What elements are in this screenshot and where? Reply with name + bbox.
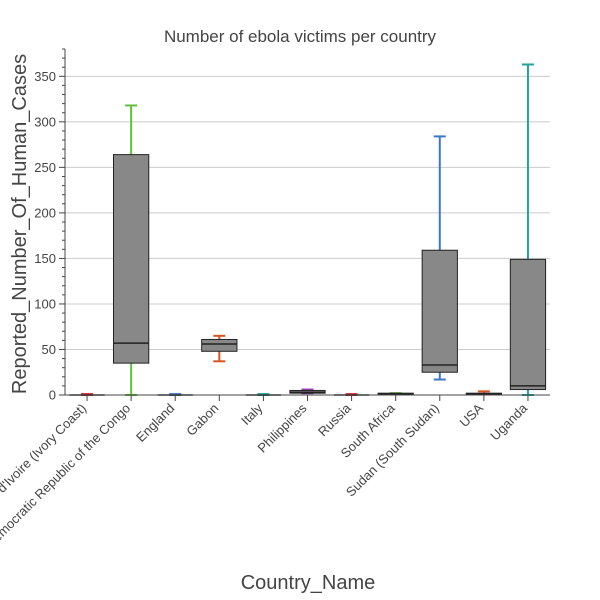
box-group (289, 388, 326, 395)
box-body (113, 154, 150, 364)
box-body (509, 258, 547, 391)
box-group (421, 135, 458, 381)
y-tick-label: 50 (42, 342, 56, 357)
y-tick-label: 200 (34, 205, 56, 220)
x-tick-label: Gabon (183, 401, 221, 439)
x-axis-label: Country_Name (241, 572, 376, 594)
box-group (509, 63, 547, 396)
x-tick-label: Italy (238, 400, 266, 428)
y-tick-label: 250 (34, 160, 56, 175)
y-tick-label: 350 (34, 69, 56, 84)
box-series (69, 63, 547, 396)
chart-title: Number of ebola victims per country (164, 27, 437, 46)
y-tick-label: 150 (34, 251, 56, 266)
box-body (201, 338, 238, 352)
y-axis-label: Reported_Number_Of_Human_Cases (9, 54, 31, 394)
box-group (465, 390, 502, 396)
x-tick-label: Uganda (487, 400, 530, 443)
y-tick-label: 100 (34, 296, 56, 311)
box-group (113, 104, 150, 396)
x-axis-ticks: Côte d'Ivoire (Ivory Coast)Democratic Re… (0, 395, 531, 551)
x-tick-label: USA (456, 400, 486, 430)
y-tick-label: 300 (34, 114, 56, 129)
x-tick-label: Russia (315, 400, 354, 439)
box-group (377, 392, 414, 396)
box-body (421, 249, 458, 373)
y-axis-ticks: 0 50 100 150 200 250 300 350 (34, 48, 65, 403)
box-group (201, 334, 238, 363)
y-tick-label: 0 (49, 388, 56, 403)
x-tick-label: England (133, 401, 177, 445)
